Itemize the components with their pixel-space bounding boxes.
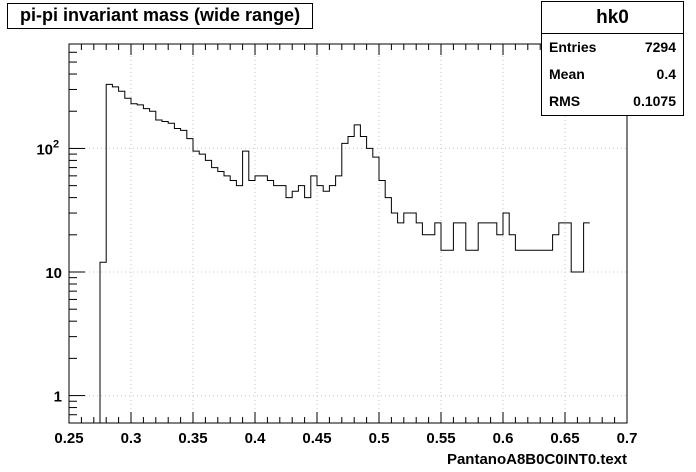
x-tick-label: 0.4 bbox=[245, 430, 267, 447]
y-tick-label-exponent: 2 bbox=[53, 138, 59, 150]
y-tick-label: 10 bbox=[45, 265, 62, 282]
x-tick-label: 0.35 bbox=[178, 430, 207, 447]
y-tick-label: 1 bbox=[54, 389, 62, 406]
x-tick-label: 0.25 bbox=[54, 430, 83, 447]
stats-entries-label: Entries bbox=[549, 39, 597, 55]
stats-entries-value: 7294 bbox=[644, 39, 676, 55]
x-tick-label: 0.65 bbox=[550, 430, 579, 447]
chart-title: pi-pi invariant mass (wide range) bbox=[7, 3, 314, 29]
stats-mean-value: 0.4 bbox=[656, 66, 676, 82]
stats-box: hk0 Entries 7294 Mean 0.4 RMS 0.1075 bbox=[541, 1, 684, 116]
y-tick-label: 10 bbox=[36, 141, 53, 158]
stats-rms-label: RMS bbox=[549, 93, 581, 109]
histogram-line bbox=[69, 83, 590, 424]
plot-frame bbox=[68, 43, 628, 424]
histogram-series bbox=[69, 83, 590, 424]
x-tick-label: 0.5 bbox=[369, 430, 390, 447]
stats-row-entries: Entries 7294 bbox=[542, 34, 683, 61]
x-tick-label: 0.7 bbox=[617, 430, 638, 447]
stats-row-mean: Mean 0.4 bbox=[542, 61, 683, 88]
plot-area-border bbox=[68, 43, 628, 424]
x-axis: 0.25 0.3 0.35 0.4 0.45 0.5 0.55 0.6 0.65 0.7 bbox=[54, 44, 637, 447]
grid-lines bbox=[68, 44, 628, 423]
x-tick-label: 0.3 bbox=[121, 430, 142, 447]
x-tick-label: 0.45 bbox=[302, 430, 331, 447]
stats-histogram-name: hk0 bbox=[542, 2, 683, 34]
stats-mean-label: Mean bbox=[549, 66, 585, 82]
stats-row-rms: RMS 0.1075 bbox=[542, 88, 683, 115]
x-axis-title: PantanoA8B0C0INT0.text bbox=[446, 451, 627, 468]
x-tick-label: 0.6 bbox=[493, 430, 514, 447]
stats-rms-value: 0.1075 bbox=[633, 93, 676, 109]
x-tick-label: 0.55 bbox=[426, 430, 455, 447]
